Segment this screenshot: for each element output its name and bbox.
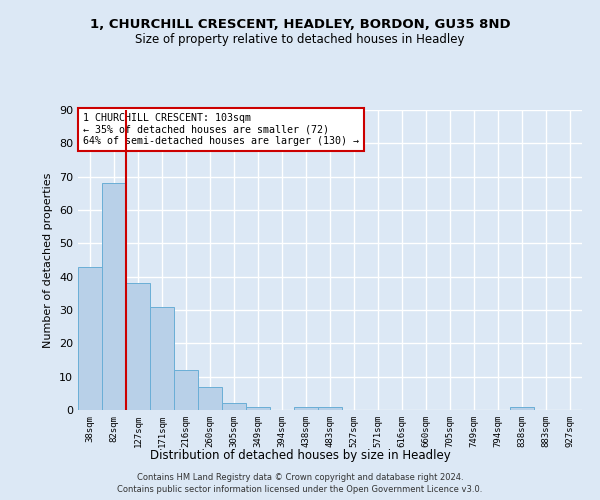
Bar bbox=[102, 184, 126, 410]
Bar bbox=[294, 406, 318, 410]
Bar bbox=[126, 284, 150, 410]
Bar bbox=[510, 406, 534, 410]
Bar bbox=[198, 386, 222, 410]
Text: 1 CHURCHILL CRESCENT: 103sqm
← 35% of detached houses are smaller (72)
64% of se: 1 CHURCHILL CRESCENT: 103sqm ← 35% of de… bbox=[83, 113, 359, 146]
Bar bbox=[78, 266, 102, 410]
Text: Contains public sector information licensed under the Open Government Licence v3: Contains public sector information licen… bbox=[118, 484, 482, 494]
Bar bbox=[318, 406, 342, 410]
Bar bbox=[150, 306, 174, 410]
Bar bbox=[222, 404, 246, 410]
Y-axis label: Number of detached properties: Number of detached properties bbox=[43, 172, 53, 348]
Bar bbox=[246, 406, 270, 410]
Text: Size of property relative to detached houses in Headley: Size of property relative to detached ho… bbox=[135, 32, 465, 46]
Bar bbox=[174, 370, 198, 410]
Text: Distribution of detached houses by size in Headley: Distribution of detached houses by size … bbox=[149, 448, 451, 462]
Text: Contains HM Land Registry data © Crown copyright and database right 2024.: Contains HM Land Registry data © Crown c… bbox=[137, 473, 463, 482]
Text: 1, CHURCHILL CRESCENT, HEADLEY, BORDON, GU35 8ND: 1, CHURCHILL CRESCENT, HEADLEY, BORDON, … bbox=[89, 18, 511, 30]
